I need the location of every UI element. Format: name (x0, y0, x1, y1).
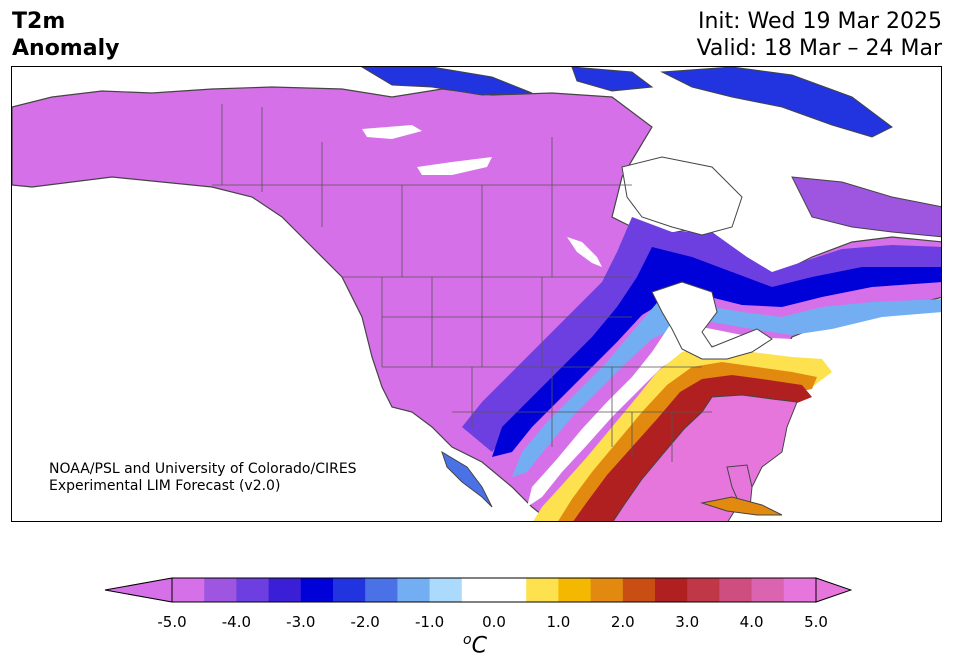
colorbar-segment (461, 578, 495, 602)
credit-line-2: Experimental LIM Forecast (v2.0) (49, 478, 281, 494)
colorbar-over-arrow (815, 577, 853, 603)
colorbar-unit: oC (463, 632, 487, 658)
colorbar-tick-label: -2.0 (350, 613, 380, 631)
colorbar-tick-label: 3.0 (675, 613, 700, 631)
colorbar-tick-label: 1.0 (546, 613, 571, 631)
colorbar-tick-label: 2.0 (610, 613, 635, 631)
warm-band-red (573, 375, 812, 521)
land-cold-region (12, 86, 941, 521)
anomaly-map (11, 66, 942, 522)
colorbar-frame (171, 577, 817, 603)
colorbar-segment (558, 578, 592, 602)
political-borders (212, 104, 712, 462)
colorbar-segment (687, 578, 720, 602)
colorbar-tick-label: -4.0 (221, 613, 252, 631)
unit-letter: C (471, 633, 487, 659)
colorbar-strip (104, 577, 853, 603)
credit-line-1: NOAA/PSL and University of Colorado/CIRE… (49, 461, 357, 477)
map-title: T2m Anomaly (12, 8, 119, 62)
cold-band-weak (512, 297, 941, 477)
cuba (700, 496, 783, 516)
neutral-band (527, 322, 941, 507)
cold-band-strong (492, 247, 941, 457)
colorbar-segment (622, 578, 656, 602)
lake-winnipeg (567, 237, 602, 267)
colorbar-segment (365, 578, 398, 602)
colorbar-segment (172, 578, 205, 602)
colorbar-under-arrow (104, 577, 173, 603)
colorbar-segment (333, 578, 366, 602)
colorbar-segment (397, 578, 431, 602)
credit-text: NOAA/PSL and University of Colorado/CIRE… (49, 461, 357, 495)
valid-range: Valid: 18 Mar – 24 Mar (696, 36, 942, 61)
mexico-tail (441, 450, 493, 508)
colorbar-segment (236, 578, 270, 602)
colorbar-tick-label: 5.0 (804, 613, 828, 631)
greenland-edge (791, 176, 941, 238)
colorbar-segment (268, 578, 302, 602)
colorbar-tick-label: 4.0 (739, 613, 764, 631)
hudson-bay (621, 156, 743, 236)
colorbar-segment (655, 578, 688, 602)
colorbar-segment (300, 578, 334, 602)
great-bear-lake (362, 125, 422, 139)
colorbar-segment (719, 578, 753, 602)
forecast-header: Init: Wed 19 Mar 2025 Valid: 18 Mar – 24… (697, 8, 942, 62)
colorbar-segment (590, 578, 624, 602)
colorbar-tick-label: 0.0 (482, 613, 506, 631)
degree-sup: o (463, 632, 472, 648)
colorbar-segment (526, 578, 559, 602)
map-canvas (12, 67, 941, 521)
colorbar-segment (751, 578, 785, 602)
init-date: Init: Wed 19 Mar 2025 (697, 9, 942, 34)
colorbar-tick-label: -1.0 (414, 613, 445, 631)
arctic-islands (361, 67, 893, 138)
colorbar-tick-label: -3.0 (286, 613, 316, 631)
colorbar (104, 576, 853, 610)
great-lakes (651, 281, 773, 360)
title-line-1: T2m (12, 9, 66, 34)
colorbar-segment (204, 578, 237, 602)
colorbar-tick-label: -5.0 (157, 613, 187, 631)
colorbar-segment (494, 578, 527, 602)
colorbar-segment (429, 578, 463, 602)
colorbar-segment (783, 578, 817, 602)
great-slave-lake (417, 157, 492, 175)
title-line-2: Anomaly (12, 36, 120, 61)
